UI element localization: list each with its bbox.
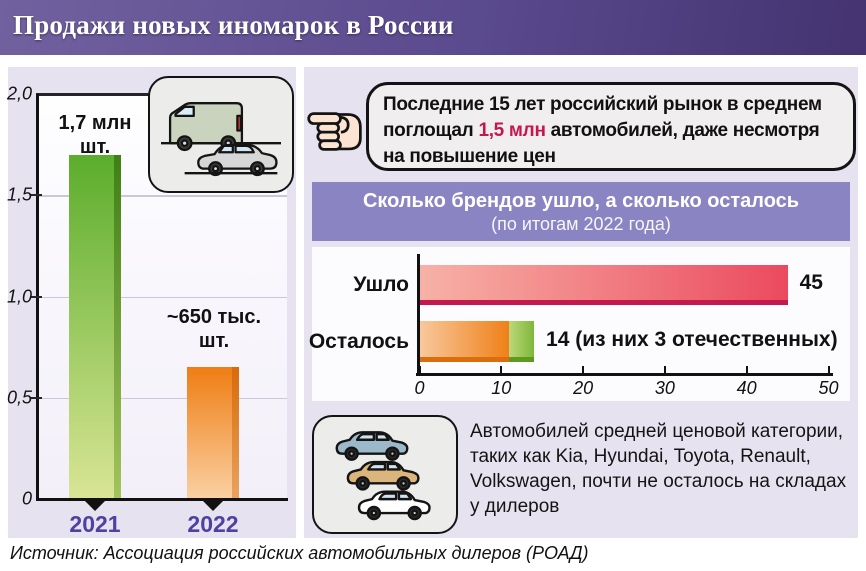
axis-marker-2021 xyxy=(84,500,106,511)
x-tick-mark xyxy=(827,366,830,373)
bar-remained-value: 14 (из них 3 отечественных) xyxy=(546,327,838,351)
y-tick-label: 1,5 xyxy=(6,184,32,205)
pointing-hand-left-icon xyxy=(307,112,362,151)
bar-remained-track: 14 (из них 3 отечественных) xyxy=(419,321,838,362)
row-label-gone: Ушло xyxy=(353,273,409,296)
bar-2022 xyxy=(187,367,239,499)
x-tick-mark xyxy=(500,366,503,373)
x-tick-mark xyxy=(663,366,666,373)
bar-2021-value-label: 1,7 млн шт. xyxy=(58,112,132,158)
bar-remained-domestic-segment xyxy=(509,321,534,362)
bar-gone-segment xyxy=(419,265,788,305)
three-cars-drawing xyxy=(335,430,431,520)
brands-x-axis-line xyxy=(416,373,833,376)
brands-chart: Ушло Осталось 45 14 (из них 3 отечествен… xyxy=(308,247,850,401)
bar-2021-shade xyxy=(114,154,121,499)
note-text: Автомобилей средней ценовой категории, т… xyxy=(470,421,847,517)
brands-chart-subtitle: (по итогам 2022 года) xyxy=(491,214,671,234)
x-tick-label: 10 xyxy=(491,378,512,398)
brands-x-ticks xyxy=(418,366,830,373)
callout-highlight: 1,5 млн xyxy=(478,120,546,141)
brands-chart-title: Сколько брендов ушло, а сколько осталось xyxy=(362,190,800,212)
x-tick-label: 50 xyxy=(818,378,839,398)
category-label-2021: 2021 xyxy=(69,511,121,537)
sales-panel: 2,0 1,5 1,0 0,5 0 1,7 млн шт. ~650 тыс. … xyxy=(7,67,296,538)
page-title: Продажи новых иномарок в России xyxy=(13,10,454,40)
title-bar: Продажи новых иномарок в России xyxy=(0,0,866,55)
gridline-1-5 xyxy=(36,195,287,197)
brands-chart-header: Сколько брендов ушло, а сколько осталось… xyxy=(312,182,850,241)
brands-x-labels: 0 10 20 30 40 50 xyxy=(414,378,838,400)
category-label-2022: 2022 xyxy=(187,511,239,537)
callout-text: Последние 15 лет российский рынок в сред… xyxy=(383,94,822,141)
x-tick-label: 20 xyxy=(573,378,594,398)
bar-2021 xyxy=(69,154,121,499)
three-cars-icon xyxy=(312,415,458,534)
x-tick-label: 0 xyxy=(414,378,425,398)
x-tick-mark xyxy=(418,366,421,373)
brands-panel: Последние 15 лет российский рынок в сред… xyxy=(304,67,858,538)
bar-gone-track: 45 xyxy=(419,265,829,305)
y-tick-mark xyxy=(30,396,42,399)
van-and-car-drawing xyxy=(161,101,281,176)
y-tick-label: 0 xyxy=(21,488,32,509)
bar-remained-foreign-segment xyxy=(419,321,510,362)
gridline-0-5 xyxy=(36,397,287,400)
axis-top-tick xyxy=(36,93,150,96)
y-tick-mark xyxy=(30,295,42,298)
y-tick-label: 1,0 xyxy=(6,286,32,306)
x-tick-mark xyxy=(582,366,585,373)
callout-text-end: автомобилей, даже несмотря на повышение … xyxy=(383,120,820,167)
bar-2022-shade xyxy=(232,367,239,499)
axis-marker-2022 xyxy=(202,500,224,511)
bar-2022-value-label: ~650 тыс. шт. xyxy=(166,306,262,352)
row-label-remained: Осталось xyxy=(308,329,409,353)
gridline-1-0 xyxy=(36,296,287,298)
x-tick-label: 40 xyxy=(736,378,757,398)
y-axis-labels: 2,0 1,5 1,0 0,5 0 xyxy=(0,84,32,509)
x-tick-mark xyxy=(745,366,748,373)
brands-y-axis-line xyxy=(417,254,420,375)
y-tick-mark xyxy=(30,194,42,197)
source-line: Источник: Ассоциация российских автомоби… xyxy=(10,543,589,563)
van-and-car-icon xyxy=(148,76,294,193)
y-tick-label: 0,5 xyxy=(6,387,32,408)
y-tick-label: 2,0 xyxy=(6,83,32,104)
bar-gone-value: 45 xyxy=(799,271,823,294)
x-axis-line xyxy=(36,498,288,501)
callout-box: Последние 15 лет российский рынок в сред… xyxy=(366,82,856,171)
x-tick-label: 30 xyxy=(654,378,675,398)
